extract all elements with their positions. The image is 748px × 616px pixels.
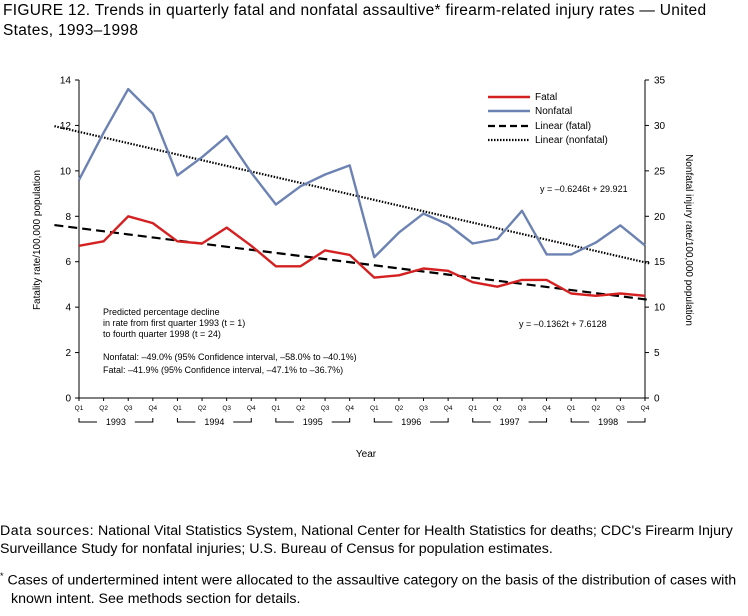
y2-axis-label: Nonfatal injury rate/100,000 population (683, 154, 694, 326)
year-bracket-right (627, 418, 646, 423)
quarter-tick-label: Q1 (567, 405, 576, 412)
year-label: 1993 (106, 417, 126, 427)
year-bracket-right (233, 418, 252, 423)
intent-note-text: Cases of undertermined intent were alloc… (7, 572, 737, 607)
year-bracket-right (430, 418, 449, 423)
equation-nonfatal: y = –0.6246t + 29.921 (540, 184, 628, 194)
quarter-tick-label: Q4 (542, 405, 551, 412)
quarter-tick-label: Q2 (591, 405, 600, 412)
left-tick-label: 10 (60, 166, 72, 177)
year-label: 1995 (303, 417, 323, 427)
right-tick-label: 10 (654, 303, 666, 314)
left-tick-label: 2 (65, 348, 71, 359)
figure-title: FIGURE 12. Trends in quarterly fatal and… (3, 2, 707, 39)
right-tick-label: 20 (654, 212, 666, 223)
year-bracket-left (472, 418, 491, 423)
data-lines (77, 87, 646, 297)
left-tick-label: 8 (65, 212, 71, 223)
quarter-tick-label: Q4 (641, 405, 650, 412)
quarter-tick-label: Q1 (173, 405, 182, 412)
quarter-tick-label: Q4 (247, 405, 256, 412)
right-tick-label: 35 (654, 76, 666, 87)
right-axis-ticks: 0 5 10 15 20 25 30 35 (645, 76, 666, 405)
legend-label-linear-nonfatal: Linear (nonfatal) (535, 135, 608, 146)
x-axis-label: Year (356, 449, 377, 460)
data-sources-note: Data sources: National Vital Statistics … (0, 522, 746, 559)
trend-line-linear-nonfatal (54, 125, 651, 265)
y-axis-label: Fatality rate/100,000 population (32, 170, 43, 310)
intent-note: * Cases of undertermined intent were all… (0, 567, 746, 608)
quarter-tick-label: Q1 (75, 405, 84, 412)
x-axis-ticks: Q1 Q2 Q3 Q4 Q1 Q2 Q3 Q4 Q1 Q2 Q3 Q4 Q1 Q2 Q3 Q4 Q1 Q2 Q3 Q4… (75, 398, 650, 412)
quarter-tick-label: Q2 (493, 405, 502, 412)
right-tick-label: 15 (654, 257, 666, 268)
left-tick-label: 14 (60, 76, 72, 87)
year-bracket-left (78, 418, 97, 423)
right-tick-label: 30 (654, 121, 666, 132)
right-tick-label: 0 (654, 394, 660, 405)
quarter-tick-label: Q3 (124, 405, 133, 412)
year-brackets: 1993 1994 1995 1996 1997 1998 (78, 417, 646, 427)
annotation-line-2: in rate from first quarter 1993 (t = 1) (103, 318, 245, 328)
chart-axes (78, 80, 646, 399)
legend: Fatal Nonfatal Linear (fatal) Linear (no… (488, 92, 608, 146)
quarter-tick-label: Q2 (296, 405, 305, 412)
quarter-tick-label: Q4 (444, 405, 453, 412)
legend-label-fatal: Fatal (535, 92, 557, 103)
quarter-tick-label: Q4 (345, 405, 354, 412)
decline-annotation: Predicted percentage decline in rate fro… (103, 307, 357, 375)
year-bracket-left (176, 418, 196, 423)
left-tick-label: 6 (65, 257, 71, 268)
left-tick-label: 0 (65, 394, 71, 405)
annotation-line-3: to fourth quarter 1998 (t = 24) (103, 329, 221, 339)
intent-note-marker: * (0, 570, 4, 581)
equation-fatal: y = –0.1362t + 7.6128 (519, 319, 607, 329)
data-sources-label: Data sources: (0, 523, 95, 539)
year-bracket-left (275, 418, 294, 423)
series-line-fatal (78, 215, 646, 297)
annotation-fatal: Fatal: –41.9% (95% Confidence interval, … (103, 365, 343, 375)
footnotes: Data sources: National Vital Statistics … (0, 522, 746, 608)
year-label: 1994 (204, 417, 224, 427)
quarter-tick-label: Q3 (419, 405, 428, 412)
legend-label-nonfatal: Nonfatal (535, 106, 572, 117)
right-tick-label: 5 (654, 348, 660, 359)
left-tick-label: 4 (65, 303, 71, 314)
year-bracket-left (570, 418, 590, 423)
quarter-tick-label: Q2 (395, 405, 404, 412)
quarter-tick-label: Q3 (321, 405, 330, 412)
legend-label-linear-fatal: Linear (fatal) (535, 121, 591, 132)
quarter-tick-label: Q2 (198, 405, 207, 412)
trend-line-linear-fatal (54, 223, 651, 302)
year-label: 1997 (500, 417, 520, 427)
right-tick-label: 25 (654, 166, 666, 177)
year-bracket-right (134, 418, 154, 423)
left-tick-label: 12 (60, 121, 72, 132)
trend-lines (54, 125, 651, 302)
data-sources-text: National Vital Statistics System, Nation… (0, 523, 733, 558)
quarter-tick-label: Q4 (148, 405, 157, 412)
year-label: 1996 (401, 417, 421, 427)
year-bracket-right (331, 418, 351, 423)
quarter-tick-label: Q2 (99, 405, 108, 412)
quarter-tick-label: Q1 (468, 405, 477, 412)
quarter-tick-label: Q1 (272, 405, 281, 412)
annotation-nonfatal: Nonfatal: –49.0% (95% Confidence interva… (103, 352, 357, 362)
annotation-line-1: Predicted percentage decline (103, 307, 220, 317)
left-axis-ticks: 0 2 4 6 8 10 12 14 (60, 76, 79, 405)
year-label: 1998 (598, 417, 618, 427)
quarter-tick-label: Q1 (370, 405, 379, 412)
year-bracket-right (528, 418, 548, 423)
quarter-tick-label: Q3 (518, 405, 527, 412)
quarter-tick-label: Q3 (616, 405, 625, 412)
year-bracket-left (373, 418, 393, 423)
series-line-nonfatal (77, 87, 646, 259)
quarter-tick-label: Q3 (222, 405, 231, 412)
